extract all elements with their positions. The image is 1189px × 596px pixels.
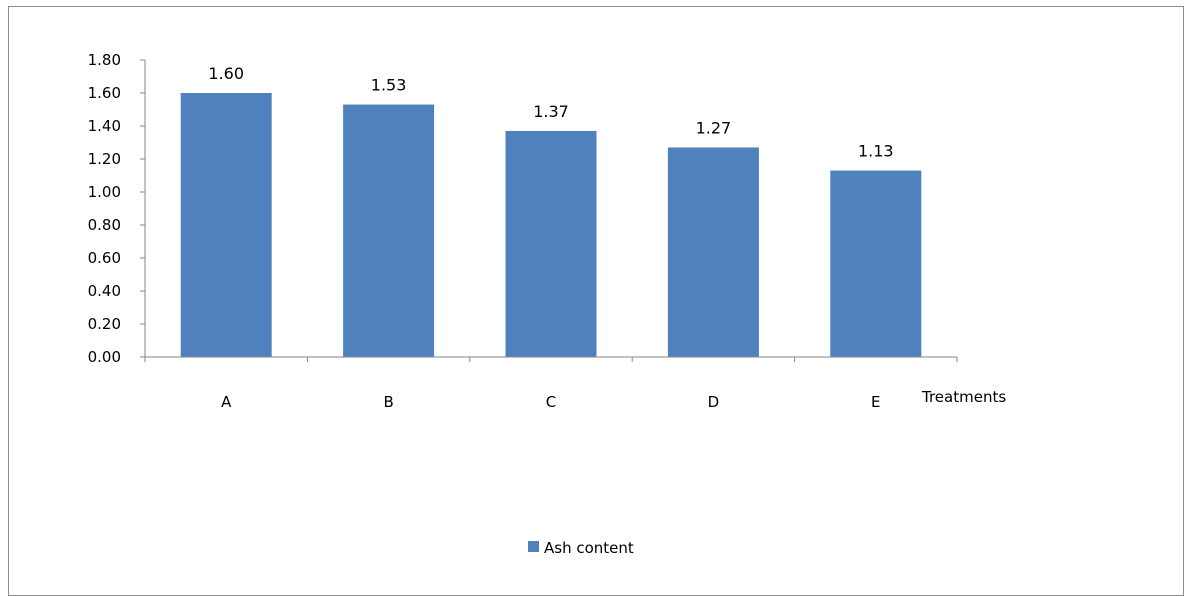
x-tick-label: A (221, 393, 232, 411)
data-label-e: 1.13 (858, 142, 894, 161)
y-tick-label: 0.80 (88, 216, 121, 234)
y-tick-label: 1.20 (88, 150, 121, 168)
y-axis: 0.00 0.20 0.40 0.60 0.80 1.00 1.20 1.40 1.60 1.80 (88, 51, 145, 366)
y-tick-label: 1.40 (88, 117, 121, 135)
bar-b (343, 104, 435, 357)
y-tick-label: 0.40 (88, 282, 121, 300)
bar-d (667, 147, 759, 357)
bar-chart: 0.00 0.20 0.40 0.60 0.80 1.00 1.20 1.40 1.60 1.80… (88, 51, 1007, 557)
data-label-c: 1.37 (533, 102, 569, 121)
bar-c (505, 130, 597, 357)
data-label-b: 1.53 (371, 76, 407, 95)
y-tick-label: 1.00 (88, 183, 121, 201)
bars-group: 1.60 1.53 1.37 1.27 1.13 (180, 64, 922, 357)
bar-a (180, 93, 272, 357)
x-tick-label: C (546, 393, 556, 411)
x-tick-label: E (871, 393, 880, 411)
data-label-a: 1.60 (208, 64, 244, 83)
x-tick-label: D (708, 393, 720, 411)
bar-e (830, 170, 922, 357)
y-tick-label: 0.20 (88, 315, 121, 333)
legend-swatch-ash-content (528, 541, 539, 552)
x-tick-label: B (383, 393, 393, 411)
y-tick-label: 1.60 (88, 84, 121, 102)
legend-label-ash-content: Ash content (544, 539, 634, 557)
data-label-d: 1.27 (696, 118, 732, 137)
x-axis: A B C D E (144, 357, 958, 411)
x-axis-title: Treatments (921, 388, 1006, 406)
y-tick-label: 1.80 (88, 51, 121, 69)
legend: Ash content (528, 539, 634, 557)
y-tick-label: 0.00 (88, 348, 121, 366)
y-tick-label: 0.60 (88, 249, 121, 267)
axes-lines (144, 60, 957, 358)
